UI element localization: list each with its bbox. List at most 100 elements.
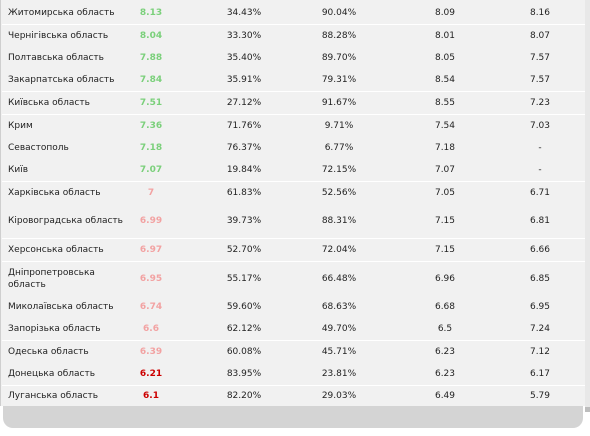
score-col-b: 6.66 (529, 245, 551, 255)
score-col-b: 6.71 (529, 188, 551, 198)
scroll-down-arrow-icon[interactable] (585, 407, 590, 412)
percent-col-1: 19.84% (226, 165, 262, 175)
percent-col-2: 6.77% (324, 143, 354, 153)
score-col-a: 7.54 (434, 121, 456, 131)
percent-col-1: 82.20% (226, 391, 262, 401)
percent-col-2: 68.63% (321, 302, 357, 312)
region-name: Миколаївська область (8, 302, 114, 312)
region-name: Одеська область (8, 347, 89, 357)
region-name: Севастополь (8, 143, 69, 153)
percent-col-2: 52.56% (321, 188, 357, 198)
overall-score: 6.97 (139, 245, 163, 255)
table-row: Чернігівська область 8.04 33.30% 88.28% 8.01… (2, 25, 585, 48)
percent-col-1: 55.17% (226, 274, 262, 284)
percent-col-1: 27.12% (226, 98, 262, 108)
region-name: Запорізька область (8, 324, 101, 334)
overall-score: 7.18 (139, 143, 163, 153)
percent-col-2: 9.71% (324, 121, 354, 131)
score-col-b: 5.79 (529, 391, 551, 401)
score-col-a: 6.23 (434, 347, 456, 357)
score-col-b: - (538, 165, 542, 175)
score-col-b: 6.17 (529, 369, 551, 379)
score-col-a: 8.54 (434, 75, 456, 85)
score-col-b: 7.03 (529, 121, 551, 131)
table-row: Одеська область 6.39 60.08% 45.71% 6.23 7.12 (2, 341, 585, 364)
score-col-a: 8.05 (434, 53, 456, 63)
overall-score: 7 (147, 188, 155, 198)
percent-col-1: 60.08% (226, 347, 262, 357)
percent-col-2: 88.31% (321, 216, 357, 226)
table-row: Херсонська область 6.97 52.70% 72.04% 7.15 6.… (2, 239, 585, 262)
score-col-b: 6.95 (529, 302, 551, 312)
percent-col-1: 76.37% (226, 143, 262, 153)
score-col-b: 7.23 (529, 98, 551, 108)
score-col-a: 6.23 (434, 369, 456, 379)
overall-score: 6.1 (143, 391, 159, 401)
percent-col-2: 89.70% (321, 53, 357, 63)
overall-score: 6.95 (139, 274, 163, 284)
score-col-a: 6.5 (437, 324, 453, 334)
score-col-a: 7.07 (434, 165, 456, 175)
percent-col-2: 72.15% (321, 165, 357, 175)
percent-col-2: 91.67% (321, 98, 357, 108)
score-col-a: 8.09 (434, 8, 456, 18)
table-row: Кіровоградська область 6.99 39.73% 88.31% 7.… (2, 204, 585, 239)
score-col-a: 6.96 (434, 274, 456, 284)
region-name: Житомирська область (8, 8, 115, 18)
score-col-b: 8.07 (529, 31, 551, 41)
ratings-table: Житомирська область 8.13 34.43% 90.04% 8.09 8… (0, 0, 586, 407)
score-col-a: 6.49 (434, 391, 456, 401)
overall-score: 7.88 (139, 53, 163, 63)
percent-col-1: 39.73% (226, 216, 262, 226)
region-name: Крим (8, 121, 33, 131)
score-col-b: - (538, 143, 542, 153)
table-row: Луганська область 6.1 82.20% 29.03% 6.49 5.79 (2, 386, 585, 407)
percent-col-1: 35.40% (226, 53, 262, 63)
score-col-b: 7.12 (529, 347, 551, 357)
region-name: Кіровоградська область (8, 216, 123, 226)
percent-col-1: 52.70% (226, 245, 262, 255)
percent-col-2: 72.04% (321, 245, 357, 255)
score-col-b: 7.24 (529, 324, 551, 334)
overall-score: 6.6 (143, 324, 159, 334)
percent-col-1: 71.76% (226, 121, 262, 131)
region-name: Закарпатська область (8, 75, 115, 85)
overall-score: 6.21 (139, 369, 163, 379)
table-row: Запорізька область 6.6 62.12% 49.70% 6.5 7.24 (2, 318, 585, 341)
table-row: Закарпатська область 7.84 35.91% 79.31% 8.54… (2, 69, 585, 92)
percent-col-1: 34.43% (226, 8, 262, 18)
table-footer (3, 406, 583, 428)
overall-score: 8.04 (139, 31, 163, 41)
region-name: Полтавська область (8, 53, 104, 63)
table-row: Дніпропетровська область 6.95 55.17% 66.48%… (2, 262, 585, 297)
percent-col-2: 45.71% (321, 347, 357, 357)
score-col-b: 7.57 (529, 53, 551, 63)
region-name: Донецька область (8, 369, 96, 379)
table-row: Крим 7.36 71.76% 9.71% 7.54 7.03 (2, 115, 585, 138)
table-row: Харківська область 7 61.83% 52.56% 7.05 6.71 (2, 182, 585, 205)
percent-col-2: 49.70% (321, 324, 357, 334)
table-row: Київська область 7.51 27.12% 91.67% 8.55 7.23 (2, 92, 585, 115)
overall-score: 7.36 (139, 121, 163, 131)
score-col-a: 8.01 (434, 31, 456, 41)
page-scrollbar[interactable] (585, 0, 590, 412)
region-name: Чернігівська область (8, 31, 109, 41)
overall-score: 8.13 (139, 8, 163, 18)
score-col-a: 7.05 (434, 188, 456, 198)
percent-col-2: 66.48% (321, 274, 357, 284)
table-row: Київ 7.07 19.84% 72.15% 7.07 - (2, 159, 585, 182)
overall-score: 7.07 (139, 165, 163, 175)
percent-col-2: 23.81% (321, 369, 357, 379)
overall-score: 6.99 (139, 216, 163, 226)
region-name: Київська область (8, 98, 90, 108)
table-row: Полтавська область 7.88 35.40% 89.70% 8.05 7.… (2, 47, 585, 70)
region-name: Луганська область (8, 391, 99, 401)
score-col-a: 7.15 (434, 216, 456, 226)
percent-col-2: 88.28% (321, 31, 357, 41)
score-col-b: 8.16 (529, 8, 551, 18)
table-row: Севастополь 7.18 76.37% 6.77% 7.18 - (2, 137, 585, 160)
overall-score: 7.84 (139, 75, 163, 85)
score-col-a: 6.68 (434, 302, 456, 312)
overall-score: 6.39 (139, 347, 163, 357)
region-name: Дніпропетровська область (8, 268, 95, 290)
